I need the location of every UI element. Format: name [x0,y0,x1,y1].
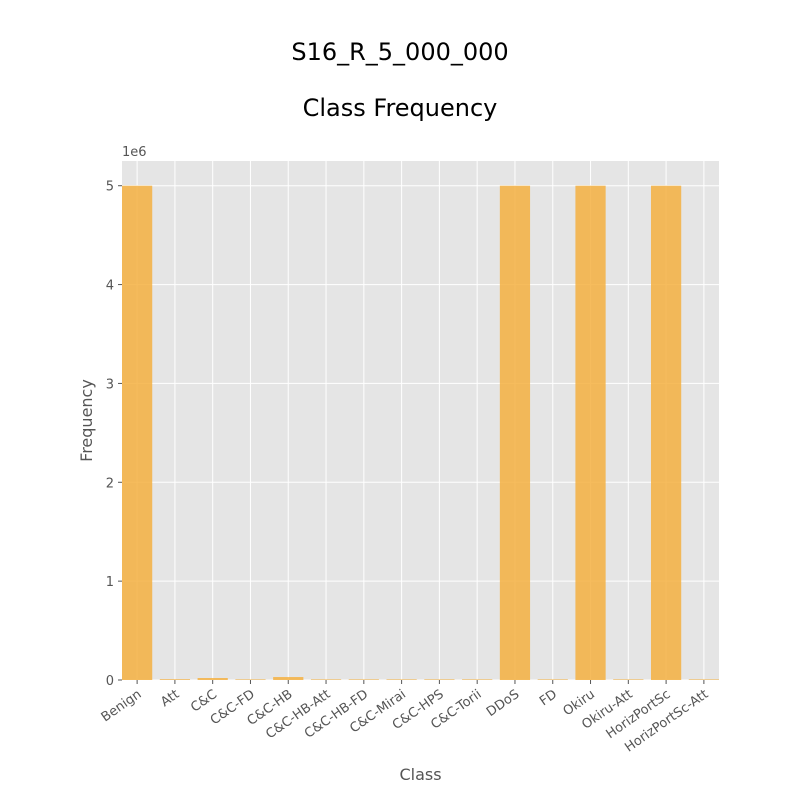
chart-title: S16_R_5_000_000 [291,38,509,66]
x-axis-ticks: Benign Att C&CC&C-FDC&C-HBC&C-HB-AttC&C-HB… [99,680,711,755]
bar [575,185,606,680]
bar [122,185,153,680]
bar [310,679,342,680]
bar [537,679,568,680]
x-axis-label: Class [399,765,441,784]
x-tick-label: Att [158,687,182,710]
bar [159,679,191,680]
bar [197,678,228,680]
y-axis-offset-label: 1e6 [122,145,147,160]
y-tick-label: 4 [106,279,114,294]
x-tick-label: Benign [99,687,145,725]
bar [613,679,644,680]
y-tick-label: 0 [106,674,114,689]
bar [386,679,417,680]
bar [235,679,266,680]
bars [122,185,719,680]
bar [348,679,379,680]
plot-area [122,161,719,680]
bar [462,679,493,680]
bar [273,677,304,680]
y-axis-label: Frequency [77,379,96,462]
y-tick-label: 1 [106,575,114,590]
bar [688,679,719,680]
y-tick-label: 5 [106,180,114,195]
x-tick-label: DDoS [484,687,522,720]
y-tick-label: 3 [106,377,114,392]
chart-subtitle: Class Frequency [302,94,498,122]
bar [650,185,682,680]
bar [424,679,455,680]
x-tick-label: FD [537,687,560,709]
y-tick-label: 2 [106,476,114,491]
bar [499,185,531,680]
y-axis-ticks: 0 1 2 3 4 5 [106,180,122,689]
